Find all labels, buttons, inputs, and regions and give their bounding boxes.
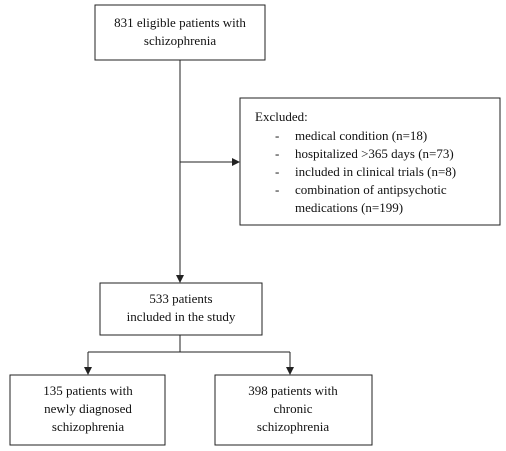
- exclusion-item: hospitalized >365 days (n=73): [295, 146, 454, 161]
- node-box: [214, 374, 373, 446]
- exclusion-item: medications (n=199): [295, 200, 403, 215]
- node-box: [99, 282, 263, 336]
- node-text: schizophrenia: [52, 419, 124, 434]
- node-text: 831 eligible patients with: [114, 15, 246, 30]
- node-text: included in the study: [127, 309, 236, 324]
- bullet: -: [275, 164, 279, 179]
- bullet: -: [275, 128, 279, 143]
- exclusion-item: medical condition (n=18): [295, 128, 427, 143]
- node-text: chronic: [274, 401, 313, 416]
- node-box: [9, 374, 166, 446]
- node-text: 533 patients: [149, 291, 212, 306]
- bullet: -: [275, 146, 279, 161]
- node-box: [94, 4, 266, 61]
- exclusion-title: Excluded:: [255, 109, 308, 124]
- node-text: schizophrenia: [144, 33, 216, 48]
- node-text: 135 patients with: [43, 383, 133, 398]
- node-text: newly diagnosed: [44, 401, 132, 416]
- node-text: schizophrenia: [257, 419, 329, 434]
- bullet: -: [275, 182, 279, 197]
- node-text: 398 patients with: [248, 383, 338, 398]
- exclusion-box: [239, 97, 501, 226]
- exclusion-item: included in clinical trials (n=8): [295, 164, 456, 179]
- exclusion-item: combination of antipsychotic: [295, 182, 447, 197]
